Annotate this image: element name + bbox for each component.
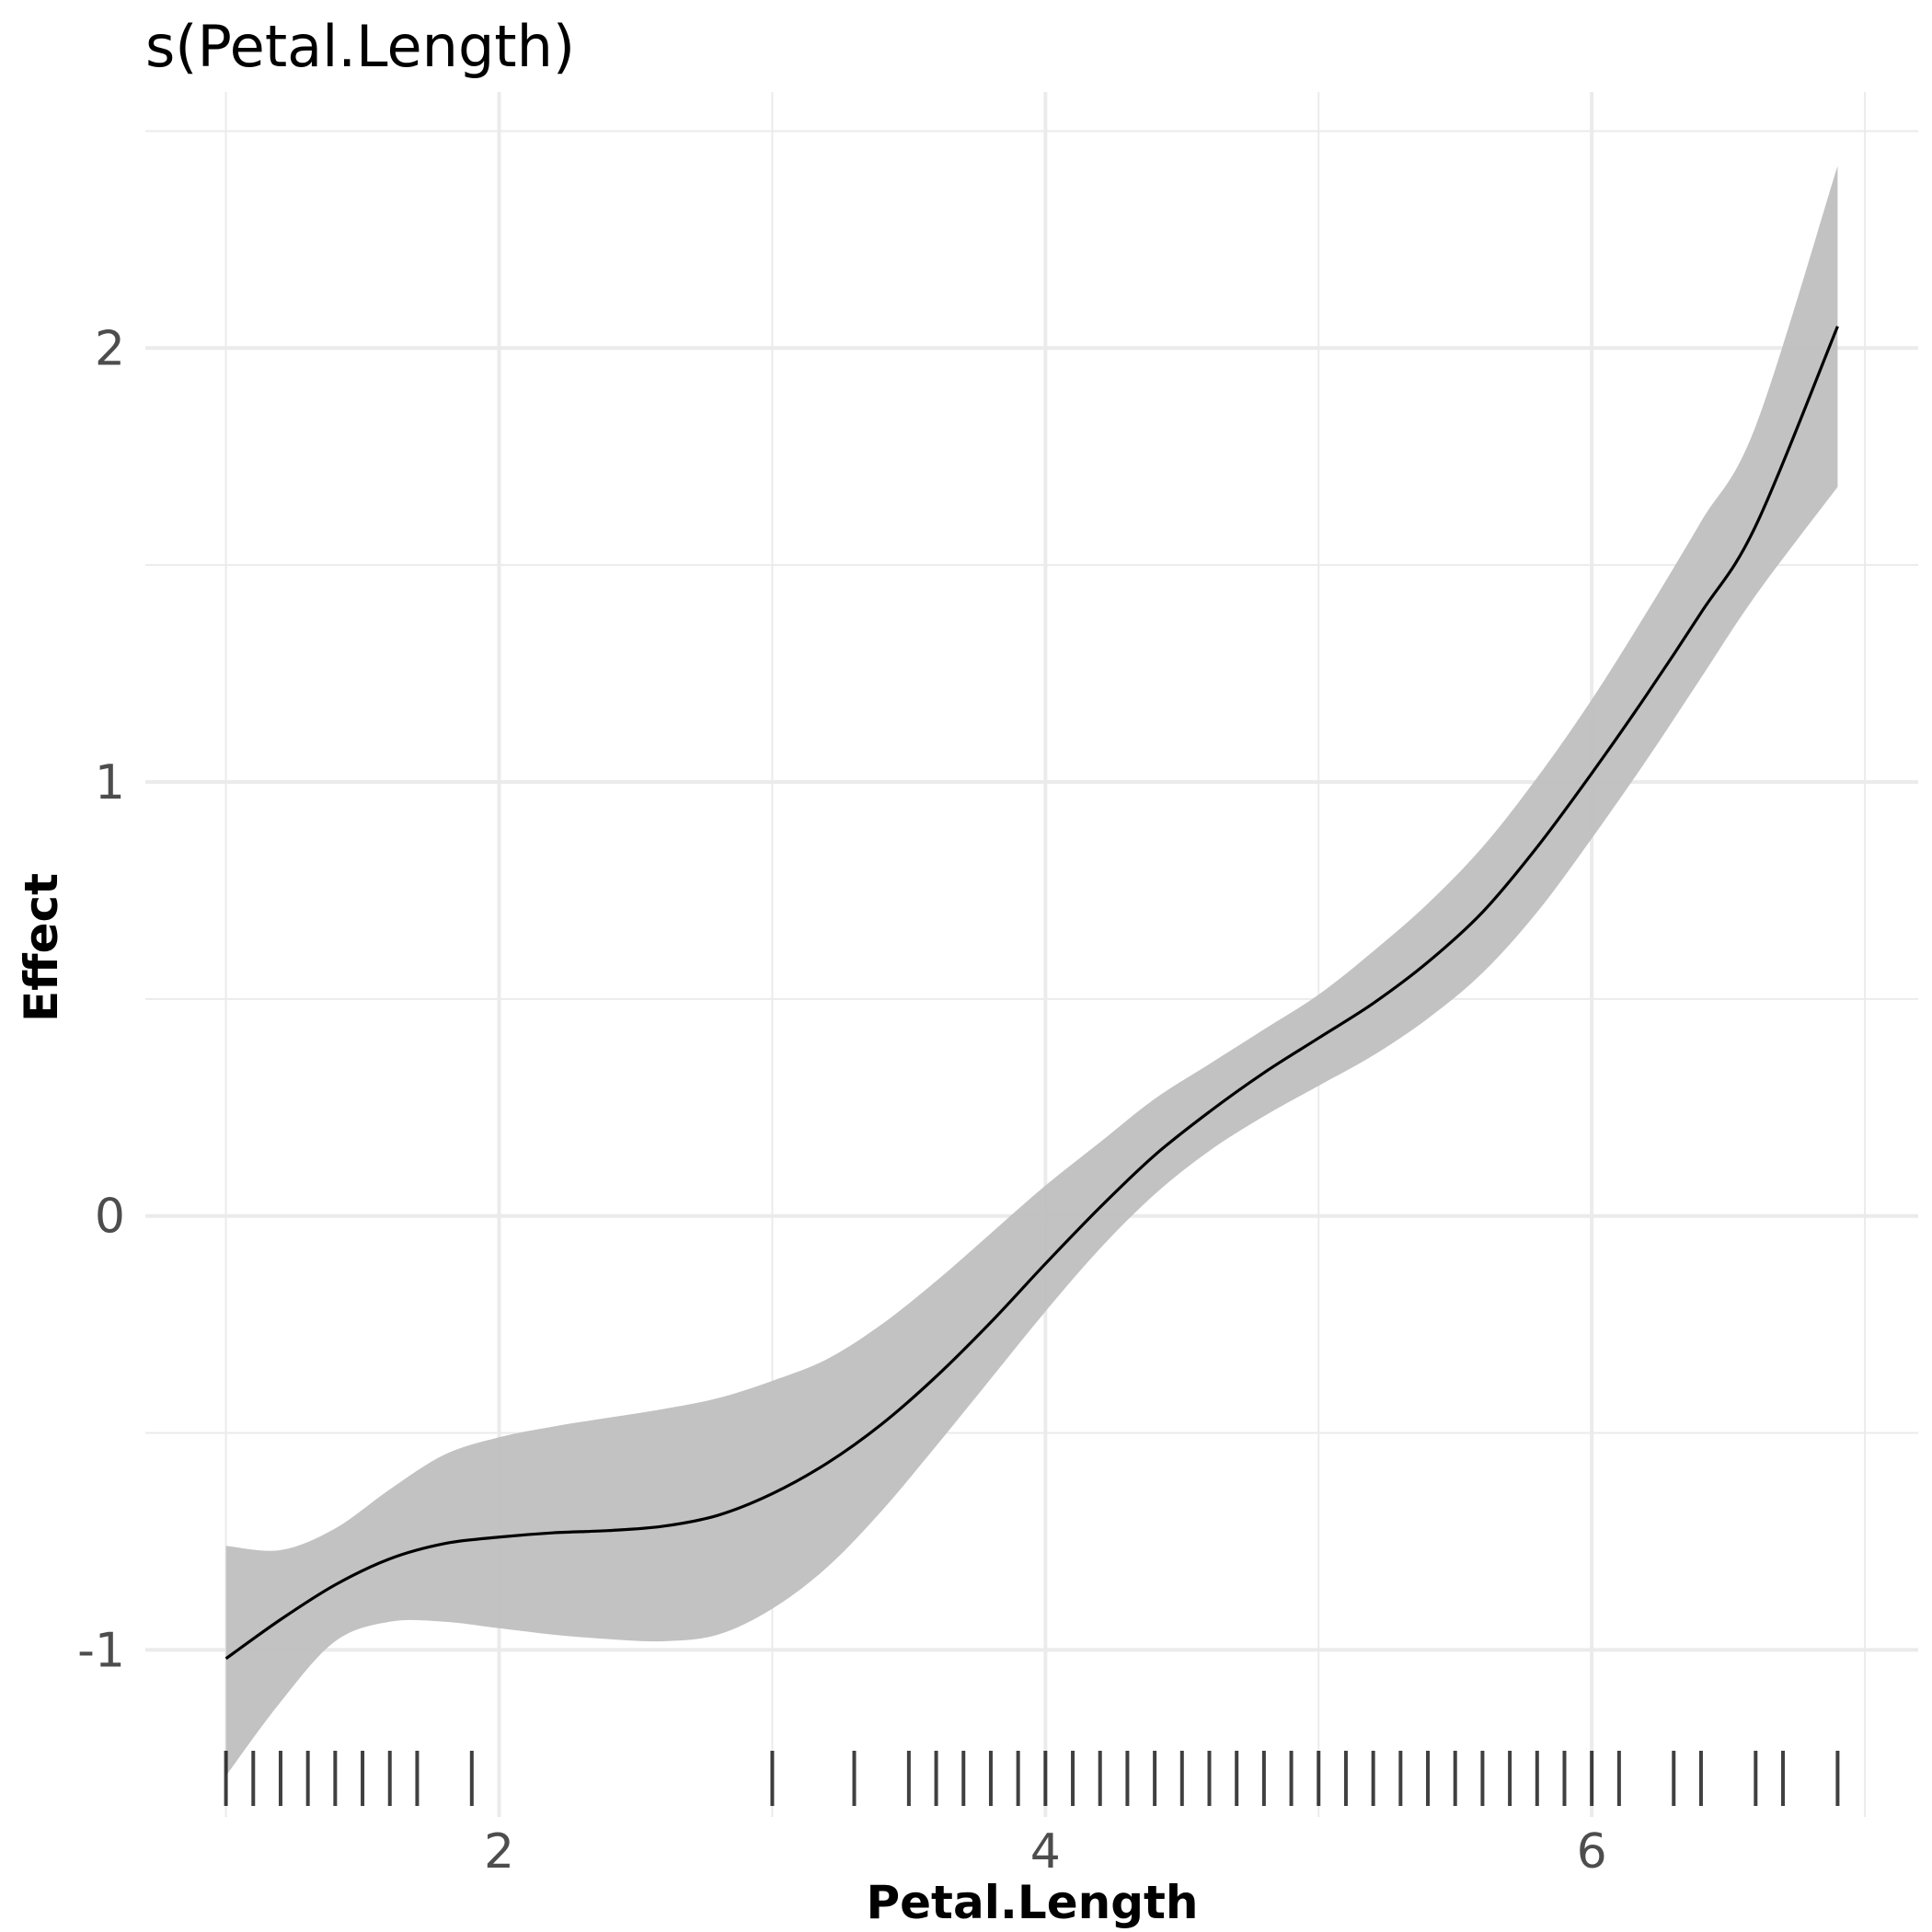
x-axis-title: Petal.Length bbox=[867, 1876, 1199, 1929]
confidence-band bbox=[225, 166, 1838, 1777]
rug-marks bbox=[224, 1751, 1840, 1806]
x-axis-tick-labels: 2 4 6 bbox=[484, 1824, 1607, 1880]
y-tick-label: -1 bbox=[77, 1623, 125, 1678]
x-tick-label: 6 bbox=[1577, 1824, 1607, 1880]
smooth-fit-line bbox=[224, 326, 1839, 1661]
x-tick-label: 2 bbox=[484, 1824, 514, 1880]
y-tick-label: 0 bbox=[95, 1190, 125, 1245]
y-axis-title: Effect bbox=[15, 873, 68, 1022]
y-axis-tick-labels: -1 0 1 2 bbox=[77, 321, 125, 1678]
chart-title: s(Petal.Length) bbox=[145, 13, 575, 80]
y-tick-label: 2 bbox=[95, 321, 125, 376]
minor-gridlines bbox=[145, 92, 1918, 1817]
x-tick-label: 4 bbox=[1030, 1824, 1061, 1880]
y-tick-label: 1 bbox=[95, 755, 125, 811]
